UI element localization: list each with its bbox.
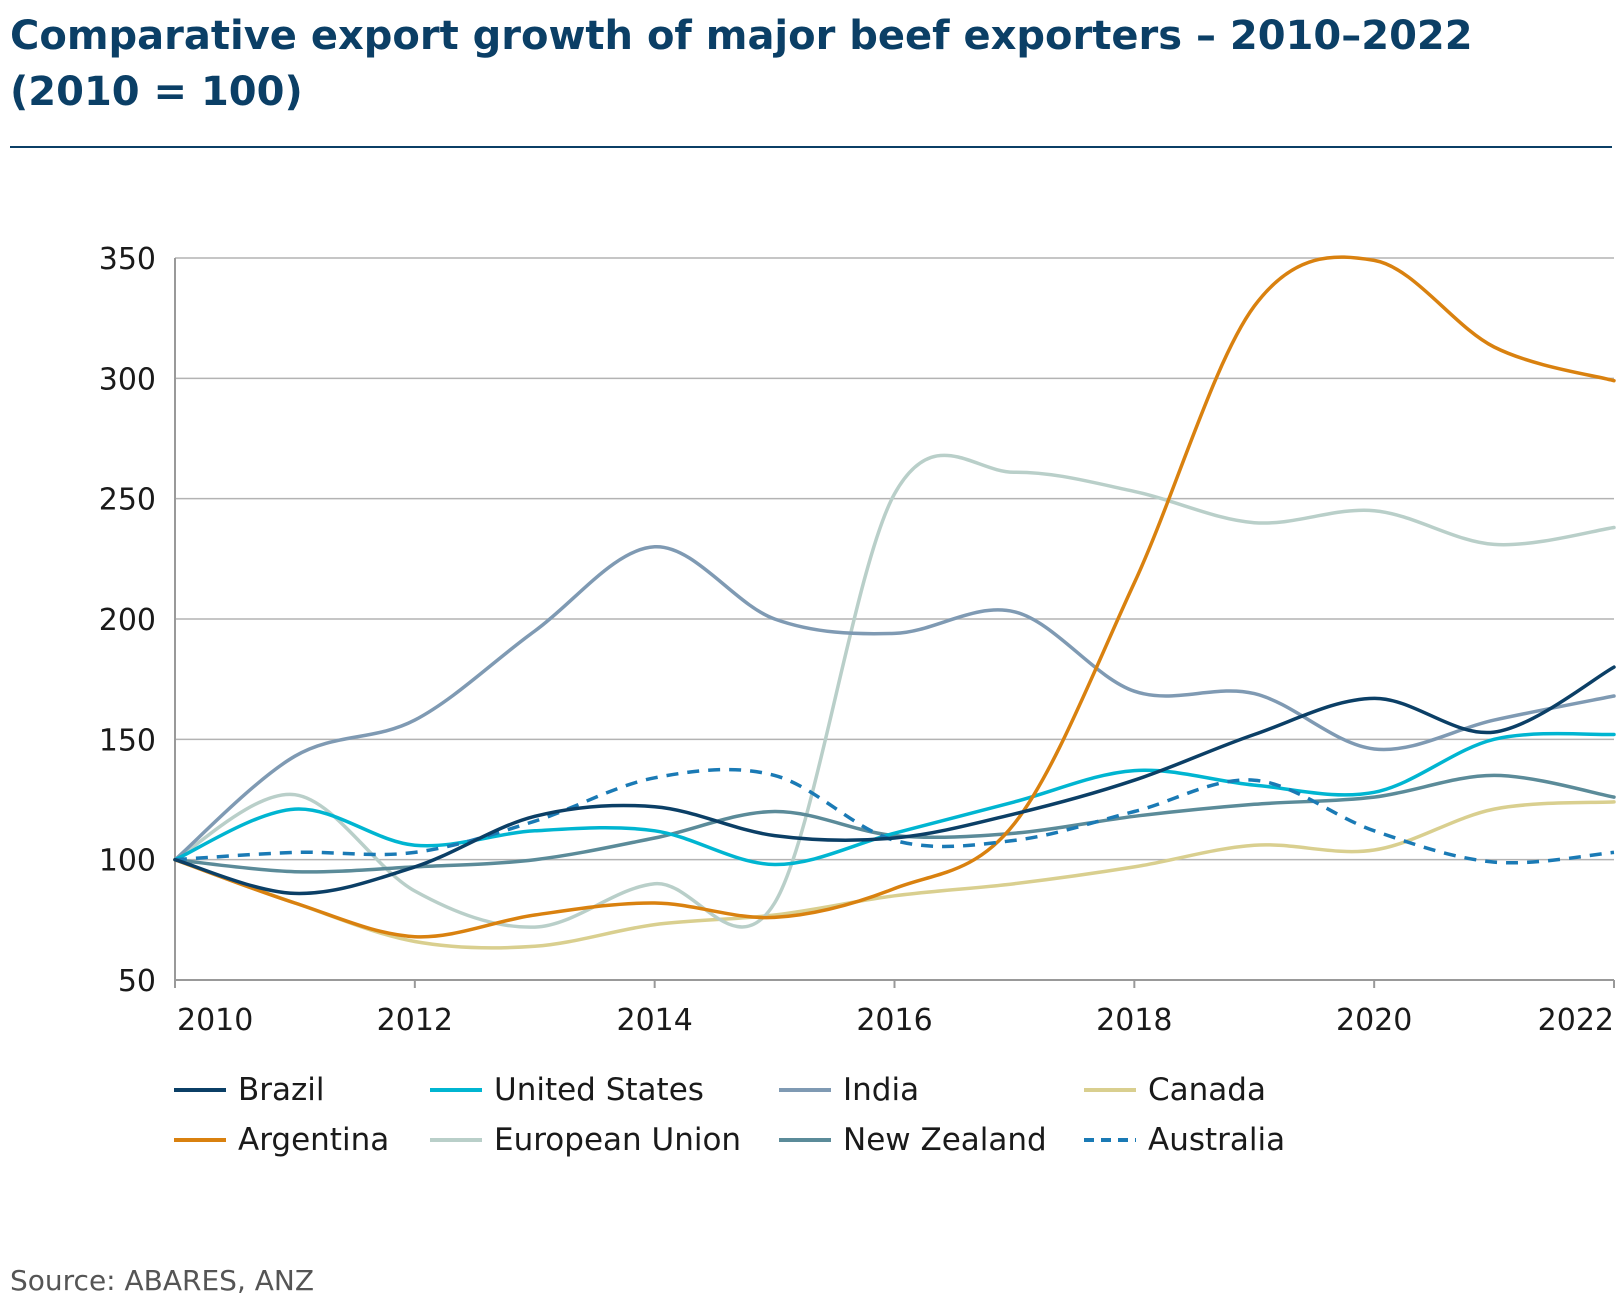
legend-item-canada: Canada (1084, 1070, 1266, 1110)
legend-label-new-zealand: New Zealand (843, 1122, 1047, 1158)
series-line-european-union (173, 453, 1616, 929)
legend-item-australia: Australia (1084, 1120, 1285, 1160)
legend-swatch-brazil (174, 1088, 226, 1092)
x-tick-label-2012: 2012 (377, 1003, 453, 1038)
y-tick-label-300: 300 (99, 362, 156, 397)
series-line-argentina (173, 255, 1616, 939)
legend-label-canada: Canada (1148, 1072, 1266, 1108)
chart-title-line-1: Comparative export growth of major beef … (10, 13, 1473, 59)
legend-swatch-european-union (430, 1138, 482, 1142)
series-line-new-zealand (173, 773, 1616, 874)
legend-item-india: India (779, 1070, 919, 1110)
series-line-india (173, 545, 1616, 862)
chart-legend: Brazil United States India Canada Argentina E… (174, 1070, 1374, 1180)
y-tick-label-50: 50 (118, 964, 156, 999)
y-tick-label-150: 150 (99, 723, 156, 758)
legend-label-european-union: European Union (494, 1122, 742, 1158)
series-line-canada (173, 800, 1616, 950)
series-line-united-states (173, 731, 1616, 867)
legend-label-argentina: Argentina (238, 1122, 390, 1158)
source-note: Source: ABARES, ANZ (10, 1264, 315, 1297)
y-tick-label-200: 200 (99, 603, 156, 638)
y-tick-label-250: 250 (99, 483, 156, 518)
chart-title: Comparative export growth of major beef … (10, 8, 1473, 120)
series-line-australia (174, 767, 1615, 865)
legend-label-brazil: Brazil (238, 1072, 325, 1108)
legend-swatch-united-states (430, 1088, 482, 1092)
legend-label-india: India (843, 1072, 920, 1108)
legend-swatch-india (779, 1088, 831, 1092)
x-tick-label-2022: 2022 (1538, 1003, 1614, 1038)
legend-label-united-states: United States (494, 1072, 704, 1108)
legend-label-australia: Australia (1148, 1122, 1286, 1158)
legend-item-european-union: European Union (430, 1120, 741, 1160)
title-divider (10, 146, 1612, 148)
legend-item-brazil: Brazil (174, 1070, 325, 1110)
x-tick-label-2014: 2014 (616, 1003, 692, 1038)
legend-item-argentina: Argentina (174, 1120, 389, 1160)
legend-swatch-new-zealand (779, 1138, 831, 1142)
legend-swatch-argentina (174, 1138, 226, 1142)
legend-item-united-states: United States (430, 1070, 704, 1110)
y-tick-label-350: 350 (99, 242, 156, 277)
x-tick-label-2018: 2018 (1096, 1003, 1172, 1038)
legend-swatch-canada (1084, 1088, 1136, 1092)
x-tick-label-2016: 2016 (856, 1003, 932, 1038)
x-tick-label-2020: 2020 (1336, 1003, 1412, 1038)
chart-title-line-2: (2010 = 100) (10, 69, 303, 115)
legend-swatch-australia (1084, 1138, 1136, 1142)
y-tick-label-100: 100 (99, 844, 156, 879)
line-chart: 50 100 150 200 250 300 350 2010 2012 2014 2016 2018… (99, 242, 1616, 1038)
legend-item-new-zealand: New Zealand (779, 1120, 1047, 1160)
x-tick-label-2010: 2010 (177, 1003, 253, 1038)
series-line-brazil (173, 665, 1616, 896)
